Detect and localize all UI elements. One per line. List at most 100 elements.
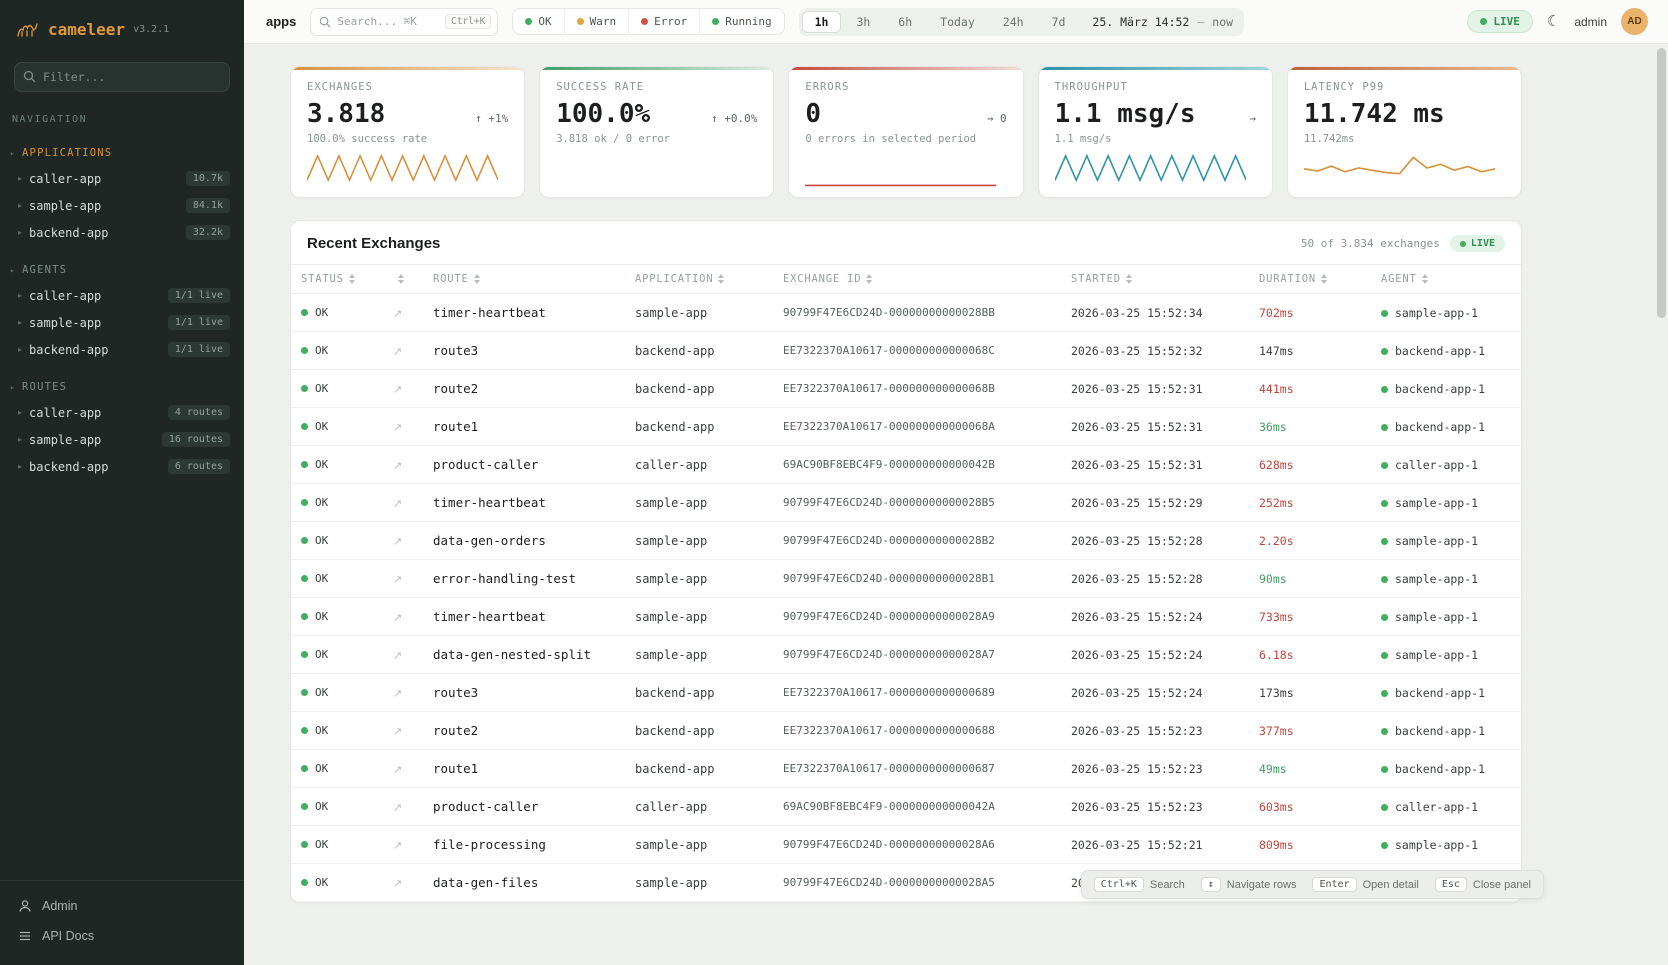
- chevron-right-icon: ▸: [10, 148, 17, 158]
- sidebar-item[interactable]: ▸ caller-app 4 routes: [0, 399, 244, 426]
- hint-key: Esc: [1434, 877, 1467, 892]
- sidebar-item-badge: 32.2k: [185, 225, 230, 240]
- stat-value: 100.0%: [556, 99, 651, 129]
- status-cell: OK: [291, 407, 383, 446]
- open-exchange-icon[interactable]: ↗: [393, 535, 403, 548]
- table-row[interactable]: OK ↗ error-handling-test sample-app 9079…: [291, 559, 1521, 598]
- column-header[interactable]: STARTED: [1061, 264, 1249, 294]
- table-row[interactable]: OK ↗ data-gen-orders sample-app 90799F47…: [291, 521, 1521, 560]
- stat-trend: ↑ +1%: [475, 112, 509, 125]
- route-cell: route1: [423, 749, 625, 788]
- time-range-button[interactable]: 24h: [990, 11, 1037, 33]
- open-exchange-icon[interactable]: ↗: [393, 383, 403, 396]
- sidebar-item[interactable]: ▸ sample-app 16 routes: [0, 426, 244, 453]
- open-exchange-icon[interactable]: ↗: [393, 421, 403, 434]
- column-header[interactable]: DURATION: [1249, 264, 1371, 294]
- sidebar-item-label: Admin: [42, 899, 78, 913]
- sidebar-item[interactable]: ▸ sample-app 1/1 live: [0, 309, 244, 336]
- column-header[interactable]: APPLICATION: [625, 264, 773, 294]
- sidebar-item-label: sample-app: [29, 432, 102, 447]
- table-row[interactable]: OK ↗ route2 backend-app EE7322370A10617-…: [291, 369, 1521, 408]
- column-header[interactable]: AGENT: [1371, 264, 1521, 294]
- sidebar-section-title[interactable]: ▸ ROUTES: [10, 381, 68, 393]
- column-header[interactable]: [383, 264, 423, 294]
- time-range-button[interactable]: 7d: [1039, 11, 1079, 33]
- sidebar-item-admin[interactable]: Admin: [0, 891, 244, 921]
- sidebar-item[interactable]: ▸ caller-app 10.7k: [0, 165, 244, 192]
- open-exchange-icon[interactable]: ↗: [393, 611, 403, 624]
- filter-input[interactable]: [14, 62, 230, 92]
- open-exchange-icon[interactable]: ↗: [393, 763, 403, 776]
- sidebar-item-api-docs[interactable]: API Docs: [0, 921, 244, 951]
- column-header[interactable]: ROUTE: [423, 264, 625, 294]
- column-header[interactable]: STATUS: [291, 264, 383, 294]
- sidebar-section-title[interactable]: ▸ APPLICATIONS: [10, 147, 113, 159]
- sidebar-item-badge: 1/1 live: [167, 288, 230, 303]
- table-row[interactable]: OK ↗ route1 backend-app EE7322370A10617-…: [291, 407, 1521, 446]
- status-filter[interactable]: Error: [629, 9, 701, 34]
- table-row[interactable]: OK ↗ data-gen-nested-split sample-app 90…: [291, 635, 1521, 674]
- user-icon: [19, 900, 31, 912]
- sidebar-item[interactable]: ▸ backend-app 32.2k: [0, 219, 244, 246]
- open-exchange-icon[interactable]: ↗: [393, 839, 403, 852]
- chevron-right-icon: ▸: [18, 228, 23, 237]
- table-row[interactable]: OK ↗ route3 backend-app EE7322370A10617-…: [291, 331, 1521, 370]
- table-row[interactable]: OK ↗ product-caller caller-app 69AC90BF8…: [291, 445, 1521, 484]
- table-row[interactable]: OK ↗ route3 backend-app EE7322370A10617-…: [291, 673, 1521, 712]
- agent-dot: [1381, 727, 1388, 735]
- sidebar-item[interactable]: ▸ backend-app 1/1 live: [0, 336, 244, 363]
- duration-cell: 733ms: [1249, 597, 1371, 636]
- started-cell: 2026-03-25 15:52:23: [1061, 787, 1249, 826]
- table-row[interactable]: OK ↗ timer-heartbeat sample-app 90799F47…: [291, 597, 1521, 636]
- search-input[interactable]: [337, 15, 440, 28]
- open-exchange-icon[interactable]: ↗: [393, 649, 403, 662]
- sidebar-item[interactable]: ▸ sample-app 84.1k: [0, 192, 244, 219]
- dark-mode-toggle[interactable]: ☾: [1547, 14, 1560, 29]
- sidebar-item-badge: 1/1 live: [167, 342, 230, 357]
- open-exchange-icon[interactable]: ↗: [393, 725, 403, 738]
- table-row[interactable]: OK ↗ route2 backend-app EE7322370A10617-…: [291, 711, 1521, 750]
- scrollbar-thumb[interactable]: [1657, 48, 1666, 318]
- application-cell: sample-app: [625, 863, 773, 902]
- open-exchange-icon[interactable]: ↗: [393, 307, 403, 320]
- open-exchange-icon[interactable]: ↗: [393, 573, 403, 586]
- status-filter[interactable]: OK: [513, 9, 565, 34]
- sidebar-item[interactable]: ▸ backend-app 6 routes: [0, 453, 244, 480]
- open-exchange-icon[interactable]: ↗: [393, 345, 403, 358]
- table-row[interactable]: OK ↗ timer-heartbeat sample-app 90799F47…: [291, 483, 1521, 522]
- scrollbar[interactable]: [1657, 46, 1666, 961]
- sidebar-section-title[interactable]: ▸ AGENTS: [10, 264, 68, 276]
- sidebar-section: ▸ AGENTS ▸ caller-app 1/1 live ▸ sample-…: [0, 260, 244, 363]
- stat-subtext: 11.742ms: [1303, 133, 1355, 145]
- sidebar-item[interactable]: ▸ caller-app 1/1 live: [0, 282, 244, 309]
- table-row[interactable]: OK ↗ route1 backend-app EE7322370A10617-…: [291, 749, 1521, 788]
- time-range-button[interactable]: Today: [927, 11, 988, 33]
- camel-logo-icon: [17, 23, 38, 37]
- avatar[interactable]: AD: [1621, 8, 1648, 35]
- open-exchange-icon[interactable]: ↗: [393, 687, 403, 700]
- column-header[interactable]: EXCHANGE ID: [773, 264, 1061, 294]
- time-range-button[interactable]: 6h: [885, 11, 925, 33]
- keyboard-hint: Esc Close panel: [1434, 877, 1531, 892]
- chevron-right-icon: ▸: [18, 318, 23, 327]
- route-cell: route3: [423, 331, 625, 370]
- table-row[interactable]: OK ↗ timer-heartbeat sample-app 90799F47…: [291, 293, 1521, 332]
- status-filter[interactable]: Running: [700, 9, 783, 34]
- time-range-button[interactable]: 1h: [801, 10, 842, 33]
- live-toggle[interactable]: LIVE: [1467, 10, 1533, 33]
- open-exchange-icon[interactable]: ↗: [393, 459, 403, 472]
- status-dot: [301, 765, 308, 772]
- status-filter[interactable]: Warn: [565, 9, 630, 34]
- time-range-button[interactable]: 3h: [843, 11, 883, 33]
- open-exchange-icon[interactable]: ↗: [393, 801, 403, 814]
- status-cell: OK: [291, 597, 383, 636]
- route-cell: data-gen-nested-split: [423, 635, 625, 674]
- open-exchange-icon[interactable]: ↗: [393, 497, 403, 510]
- sidebar-item-label: caller-app: [29, 405, 102, 420]
- table-row[interactable]: OK ↗ file-processing sample-app 90799F47…: [291, 825, 1521, 864]
- status-dot: [301, 727, 308, 734]
- agent-dot: [1381, 689, 1388, 697]
- table-header: Recent Exchanges 50 of 3.834 exchanges L…: [291, 221, 1521, 264]
- open-exchange-icon[interactable]: ↗: [393, 877, 403, 890]
- table-row[interactable]: OK ↗ product-caller caller-app 69AC90BF8…: [291, 787, 1521, 826]
